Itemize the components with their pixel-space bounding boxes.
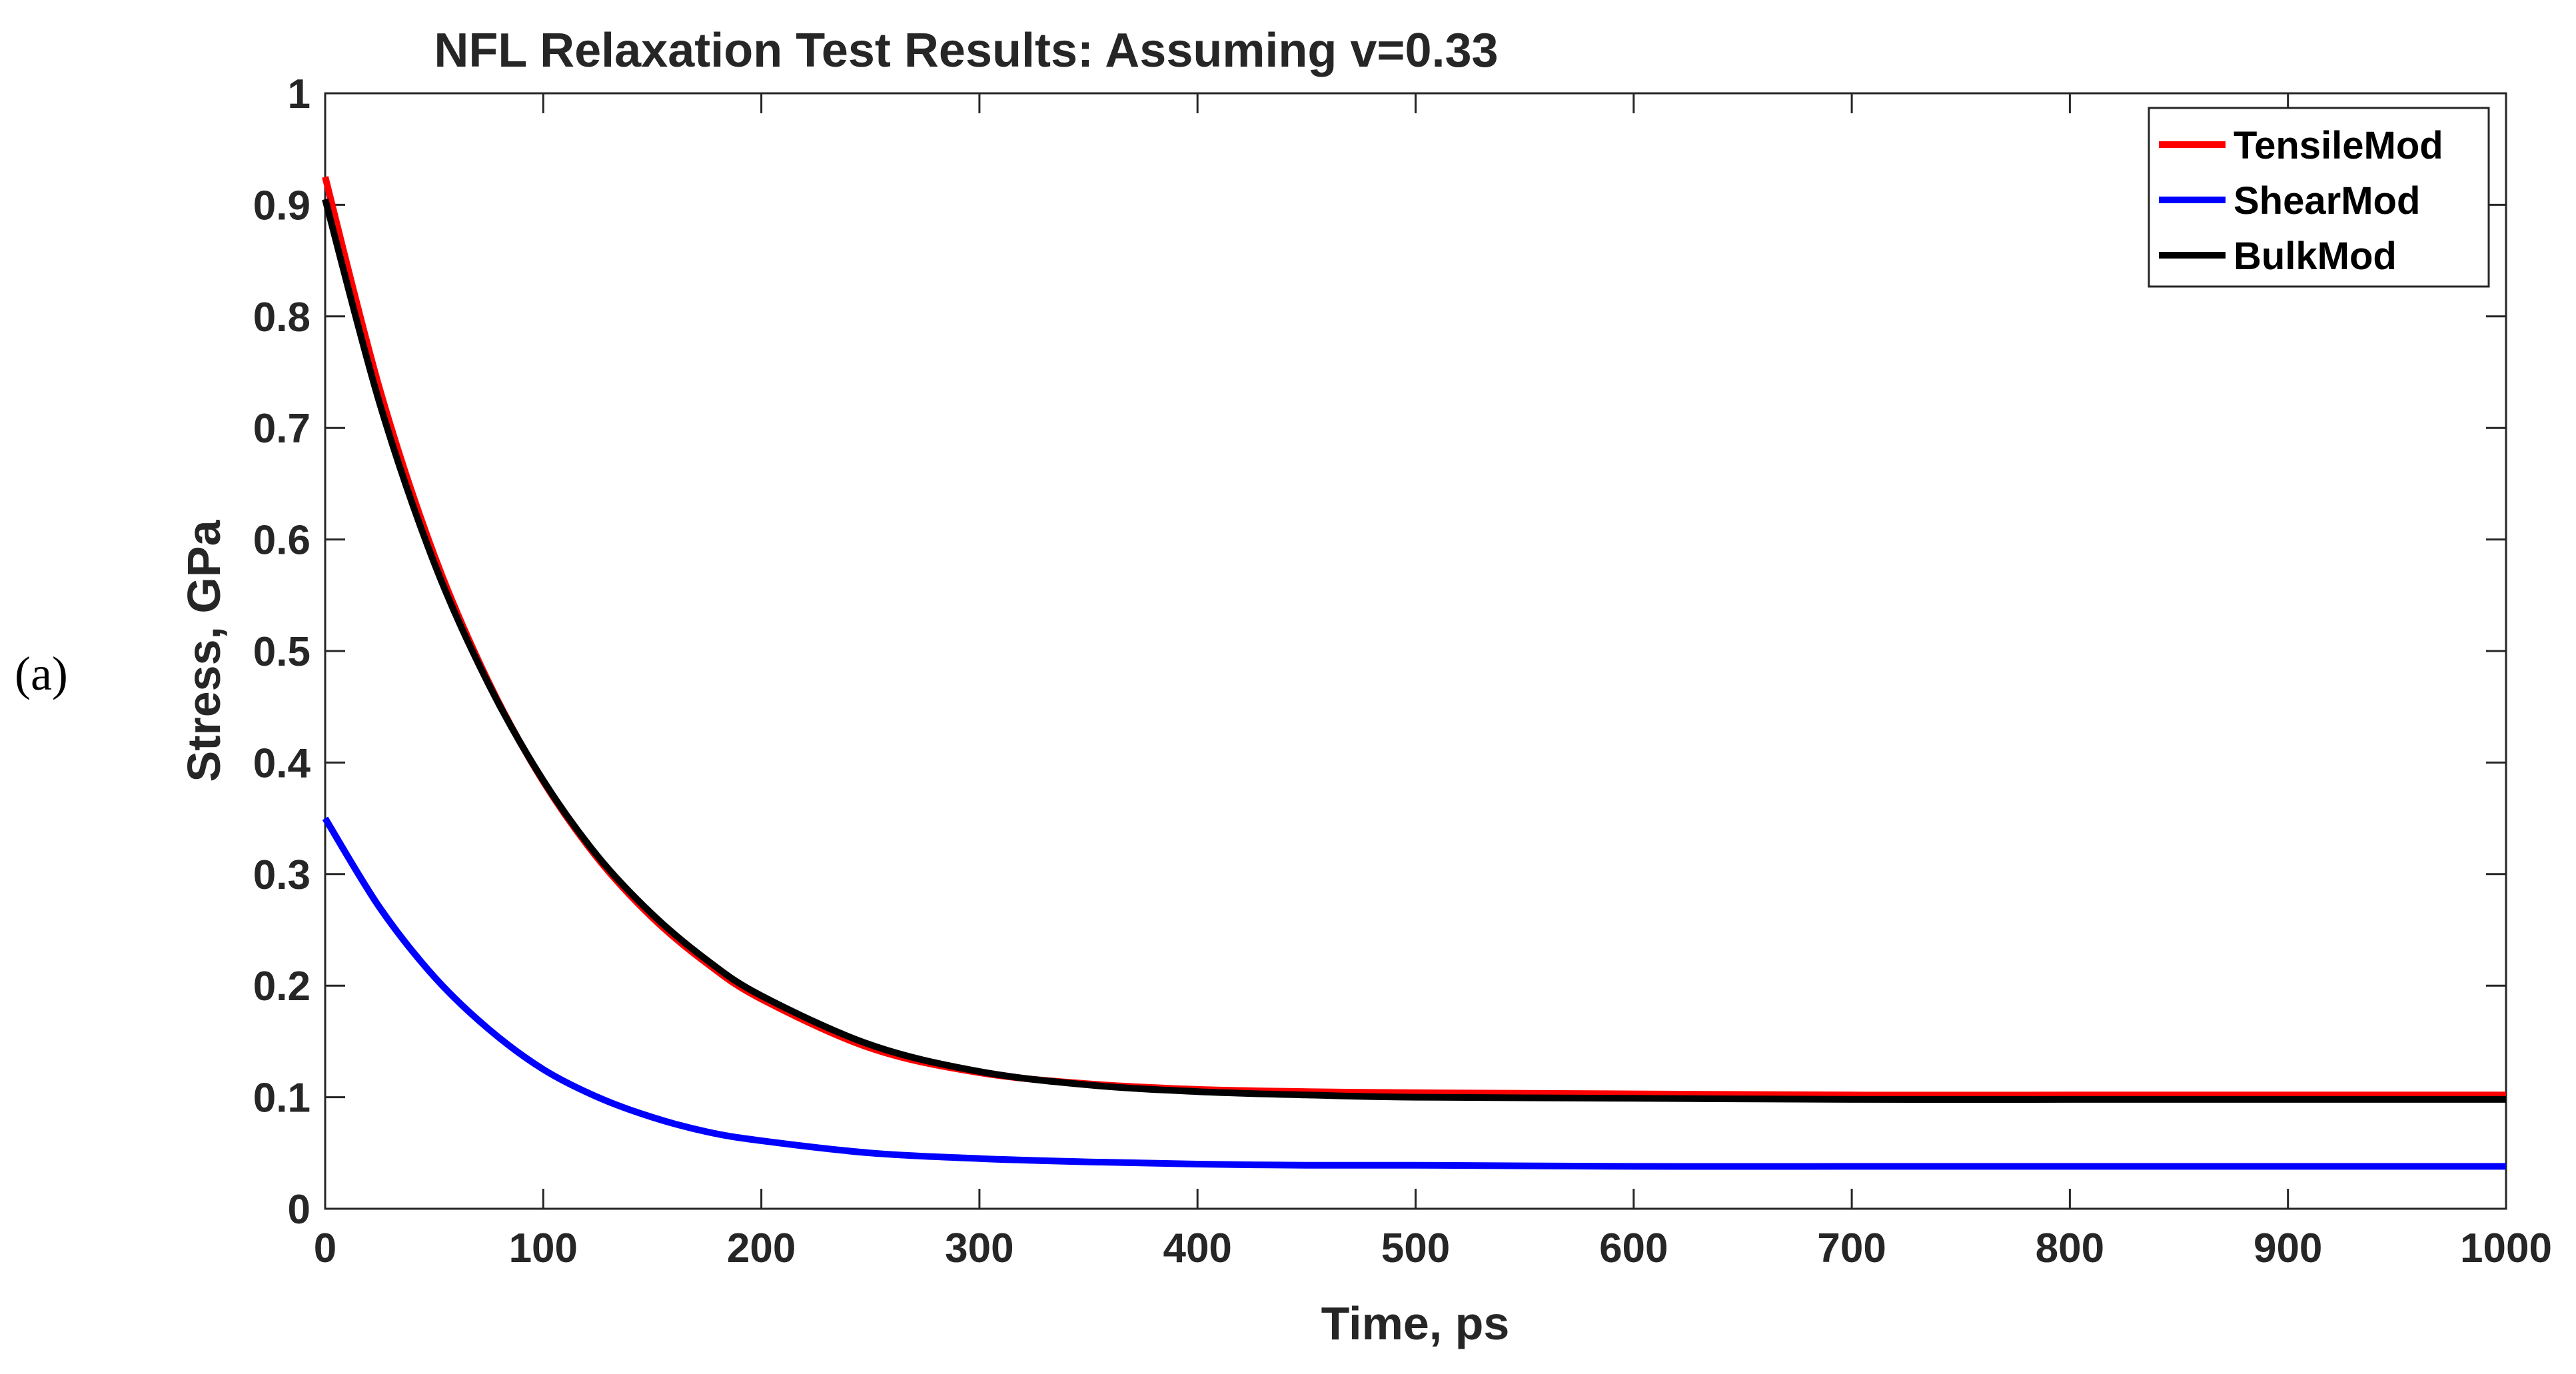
y-axis-label: Stress, GPa — [178, 519, 230, 782]
series-line-bulkmod — [322, 198, 2506, 1103]
y-tick-label: 1 — [288, 71, 311, 117]
x-tick-label: 900 — [2254, 1225, 2322, 1271]
y-tick-label: 0.4 — [253, 740, 311, 786]
x-tick-label: 700 — [1817, 1225, 1886, 1271]
y-tick-label: 0.6 — [253, 518, 311, 564]
x-tick-label: 1000 — [2460, 1225, 2552, 1271]
y-tick-label: 0.9 — [253, 183, 311, 229]
y-tick-label: 0.7 — [253, 406, 311, 452]
x-tick-label: 0 — [314, 1225, 336, 1271]
legend-label-bulkmod: BulkMod — [2234, 235, 2397, 278]
x-tick-label: 800 — [2036, 1225, 2104, 1271]
y-axis: 0 0.1 0.2 0.3 0.4 0.5 0.6 0.7 0.8 0.9 1 — [253, 71, 2506, 1233]
series-lines — [322, 176, 2506, 1170]
axes-box — [324, 92, 2507, 1210]
x-tick-label: 100 — [509, 1225, 578, 1271]
y-tick-label: 0.1 — [253, 1075, 311, 1121]
series-line-shearmod — [322, 816, 2506, 1170]
x-tick-label: 200 — [727, 1225, 796, 1271]
y-tick-label: 0.2 — [253, 964, 311, 1010]
y-tick-label: 0.5 — [253, 629, 311, 675]
y-tick-label: 0.8 — [253, 295, 311, 341]
legend-items: TensileMod ShearMod BulkMod — [2159, 124, 2443, 278]
y-tick-label: 0.3 — [253, 852, 311, 898]
panel-label: (a) — [15, 647, 68, 700]
x-axis: 0 100 200 300 400 500 600 700 800 900 1000 — [314, 93, 2552, 1271]
y-tick-label: 0 — [288, 1187, 311, 1233]
legend-label-tensilemod: TensileMod — [2234, 124, 2443, 167]
plot-area: 0 100 200 300 400 500 600 700 800 900 1000 0 0.1 0.2… — [253, 71, 2552, 1271]
legend-label-shearmod: ShearMod — [2234, 179, 2420, 223]
x-axis-label: Time, ps — [1321, 1297, 1510, 1349]
x-tick-label: 300 — [945, 1225, 1013, 1271]
x-tick-label: 400 — [1163, 1225, 1231, 1271]
legend: TensileMod ShearMod BulkMod — [2148, 107, 2490, 288]
x-tick-label: 600 — [1599, 1225, 1668, 1271]
x-tick-label: 500 — [1381, 1225, 1450, 1271]
chart-title: NFL Relaxation Test Results: Assuming v=… — [434, 24, 1498, 77]
